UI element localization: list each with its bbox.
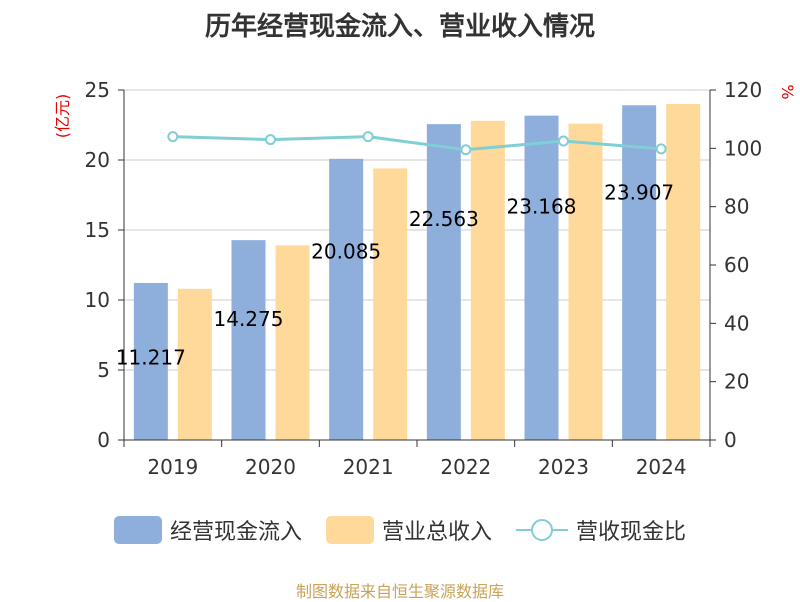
- x-tick-label: 2019: [147, 455, 198, 479]
- y-right-tick-label: 60: [724, 253, 749, 277]
- y-left-axis-label: (亿元): [53, 94, 72, 139]
- y-right-tick-label: 40: [724, 311, 749, 335]
- y-right-axis-label: %: [778, 84, 797, 99]
- legend-item-cash-ratio[interactable]: 营收现金比: [516, 514, 686, 546]
- legend-swatch-cash-ratio: [516, 516, 568, 544]
- legend-swatch-cash-inflow: [113, 516, 162, 544]
- legend-item-cash-inflow[interactable]: 经营现金流入: [113, 514, 302, 546]
- y-right-tick-label: 100: [724, 136, 762, 160]
- legend: 经营现金流入 营业总收入 营收现金比: [0, 514, 800, 546]
- point-cash-ratio: [362, 131, 374, 143]
- bar-revenue: [275, 245, 310, 440]
- data-label-cash-inflow: 22.563: [409, 207, 479, 231]
- legend-swatch-revenue: [325, 516, 374, 544]
- source-note: 制图数据来自恒生聚源数据库: [295, 582, 504, 601]
- bar-revenue: [666, 104, 701, 440]
- x-tick-label: 2020: [245, 455, 296, 479]
- bar-revenue: [373, 168, 408, 440]
- chart-title: 历年经营现金流入、营业收入情况: [204, 12, 595, 42]
- y-left-tick-label: 10: [85, 288, 110, 312]
- bar-cash-inflow: [524, 115, 559, 440]
- data-label-cash-inflow: 23.168: [507, 194, 577, 218]
- bar-cash-inflow: [329, 158, 364, 440]
- x-tick-label: 2021: [343, 455, 394, 479]
- bar-revenue: [470, 120, 505, 441]
- bar-revenue: [568, 123, 603, 440]
- legend-label-cash-ratio: 营收现金比: [576, 520, 687, 545]
- bar-cash-inflow: [426, 124, 461, 441]
- bar-cash-inflow: [622, 105, 657, 440]
- point-cash-ratio: [265, 134, 276, 146]
- y-left-tick-label: 20: [85, 148, 110, 172]
- y-left-tick-label: 0: [97, 428, 110, 452]
- point-cash-ratio: [460, 144, 472, 156]
- bar-cash-inflow: [231, 240, 266, 440]
- y-right-tick-label: 20: [724, 370, 749, 394]
- y-left-tick-label: 5: [97, 358, 110, 382]
- x-tick-label: 2023: [538, 455, 589, 479]
- y-left-tick-label: 25: [85, 78, 110, 102]
- data-label-cash-inflow: 23.907: [604, 181, 674, 205]
- line-cash-ratio: [172, 135, 662, 152]
- bar-revenue: [177, 288, 212, 440]
- legend-label-revenue: 营业总收入: [381, 520, 492, 545]
- y-right-tick-label: 120: [724, 78, 762, 102]
- data-label-cash-inflow: 14.275: [214, 307, 284, 331]
- point-cash-ratio: [558, 135, 569, 147]
- y-right-tick-label: 0: [724, 428, 737, 452]
- y-right-tick-label: 80: [724, 195, 749, 219]
- data-label-cash-inflow: 11.217: [116, 346, 186, 370]
- legend-item-revenue[interactable]: 营业总收入: [325, 514, 492, 546]
- point-cash-ratio: [167, 131, 179, 143]
- x-tick-label: 2024: [636, 455, 687, 479]
- point-cash-ratio: [655, 143, 667, 155]
- bar-cash-inflow: [133, 282, 168, 440]
- legend-label-cash-inflow: 经营现金流入: [169, 520, 302, 545]
- x-tick-label: 2022: [440, 455, 491, 479]
- y-left-tick-label: 15: [85, 218, 110, 242]
- data-label-cash-inflow: 20.085: [311, 239, 381, 263]
